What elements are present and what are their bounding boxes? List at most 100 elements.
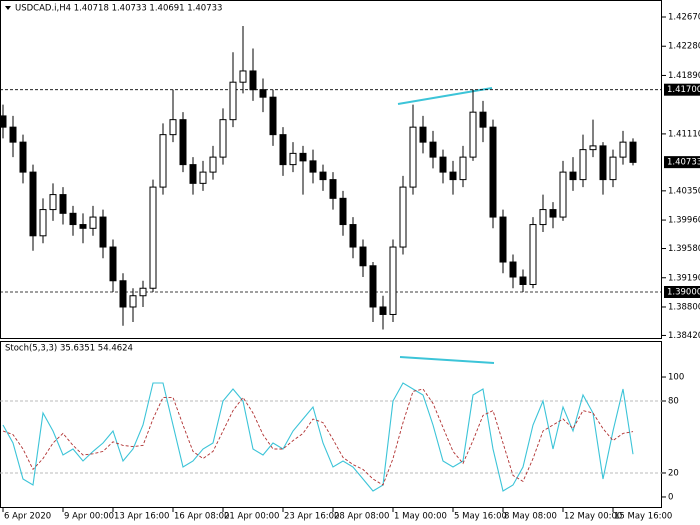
y-tick-label: 1.42670 [668, 13, 700, 23]
candle-body [439, 156, 447, 173]
candle-body [419, 126, 427, 143]
y-tick-label: 1.39190 [668, 273, 700, 283]
candle-body [409, 126, 417, 188]
candle-body [549, 209, 557, 218]
x-tick-label: 5 May 16:00 [454, 512, 507, 522]
x-tick-label: 21 Apr 00:00 [224, 512, 279, 522]
candle-body [349, 224, 357, 248]
candle-body [209, 156, 217, 173]
stoch-pane [0, 341, 662, 508]
candle-body [469, 111, 477, 158]
candle-body [219, 119, 227, 158]
candle-body [309, 160, 317, 173]
candle-body [79, 224, 87, 229]
x-tick-label: 16 Apr 08:00 [174, 512, 229, 522]
y-tick-label: 1.42280 [668, 42, 700, 52]
candle-body [539, 209, 547, 226]
candle-body [499, 216, 507, 263]
x-tick-label: 6 Apr 2020 [4, 512, 51, 522]
y-tick-label: 80 [668, 397, 679, 407]
level-label: 1.39000 [667, 287, 700, 297]
candle-body [589, 145, 597, 151]
candle-body [149, 186, 157, 289]
y-tick-label: 1.41890 [668, 71, 700, 81]
trend-line [397, 87, 493, 105]
candle-body [449, 171, 457, 181]
x-tick-label: 12 May 00:00 [564, 512, 622, 522]
last-price-box [664, 156, 700, 169]
candle-body [389, 246, 397, 315]
candle-body [529, 224, 537, 286]
y-tick-label: 20 [668, 468, 679, 478]
candle-body [49, 194, 57, 211]
y-tick-label: 1.38420 [668, 331, 700, 341]
candle-body [39, 209, 47, 237]
candle-body [339, 197, 347, 226]
x-tick-label: 8 May 08:00 [504, 512, 557, 522]
candle-body [109, 246, 117, 282]
x-tick-label: 13 Apr 16:00 [114, 512, 169, 522]
level-label: 1.41700 [667, 85, 700, 95]
main-pane [0, 0, 662, 339]
candle-body [319, 171, 327, 181]
x-tick-label: 1 May 00:00 [394, 512, 447, 522]
menu-arrow [5, 6, 11, 10]
candle-body [579, 149, 587, 181]
candle-body [249, 70, 257, 91]
candle-body [159, 134, 167, 188]
candle-body [59, 194, 67, 214]
candle-body [169, 119, 177, 136]
x-tick-label: 15 May 16:00 [614, 512, 672, 522]
candle-body [609, 156, 617, 181]
x-tick-label: 28 Apr 08:00 [334, 512, 389, 522]
candle-body [139, 287, 147, 297]
main-title: USDCAD.i,H4 1.40718 1.40733 1.40691 1.40… [15, 4, 222, 14]
candle-body [629, 141, 637, 163]
candle-body [429, 141, 437, 158]
candle-body [69, 212, 77, 226]
y-tick-label: 1.40350 [668, 186, 700, 196]
candle-body [199, 171, 207, 184]
level-label-box [664, 285, 700, 298]
candle-body [359, 246, 367, 267]
candle-body [0, 115, 7, 128]
candle-body [189, 164, 197, 184]
candle-body [399, 186, 407, 248]
last-price-label: 1.40733 [667, 158, 700, 168]
candle-body [569, 171, 577, 181]
candle-body [129, 295, 137, 308]
candle-body [559, 171, 567, 218]
candle-body [329, 179, 337, 199]
candle-body [619, 141, 627, 158]
stoch-line [2, 382, 634, 492]
x-tick-label: 9 Apr 00:00 [64, 512, 114, 522]
candle-body [369, 265, 377, 308]
x-tick-label: 23 Apr 16:00 [284, 512, 339, 522]
candle-body [89, 216, 97, 229]
candle-body [459, 156, 467, 181]
candle-body [229, 81, 237, 121]
candle-body [279, 134, 287, 166]
candle-body [599, 145, 607, 181]
candle-body [119, 280, 127, 308]
y-tick-label: 1.38800 [668, 302, 700, 312]
stoch-title: Stoch(5,3,3) 35.6351 54.4624 [5, 344, 133, 354]
candle-body [509, 261, 517, 278]
candle-body [519, 276, 527, 286]
level-label-box [664, 83, 700, 96]
y-tick-label: 0 [668, 492, 673, 502]
candle-body [9, 126, 17, 143]
y-tick-label: 1.39580 [668, 244, 700, 254]
candle-body [259, 89, 267, 98]
y-tick-label: 1.41110 [668, 129, 700, 139]
candle-body [19, 141, 27, 173]
candle-body [269, 96, 277, 136]
candle-body [239, 70, 247, 83]
candle-body [179, 119, 187, 166]
candle-body [289, 152, 297, 166]
candle-body [29, 171, 37, 237]
candle-body [379, 306, 387, 315]
candle-body [489, 126, 497, 218]
